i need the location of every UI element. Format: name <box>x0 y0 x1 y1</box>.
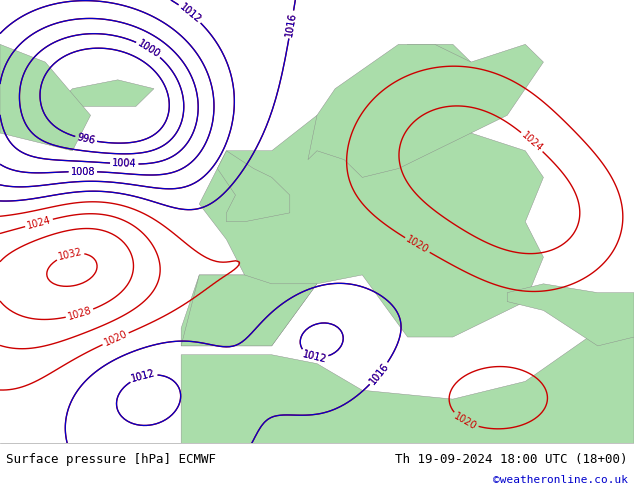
Text: Th 19-09-2024 18:00 UTC (18+00): Th 19-09-2024 18:00 UTC (18+00) <box>395 453 628 466</box>
Text: 1028: 1028 <box>67 305 93 322</box>
Text: 1000: 1000 <box>136 38 162 60</box>
Text: 1000: 1000 <box>136 38 162 60</box>
Text: Surface pressure [hPa] ECMWF: Surface pressure [hPa] ECMWF <box>6 453 216 466</box>
Polygon shape <box>181 275 317 346</box>
Text: 1012: 1012 <box>130 368 157 385</box>
Text: 1016: 1016 <box>284 12 298 37</box>
Polygon shape <box>181 44 543 346</box>
Text: 996: 996 <box>76 132 96 146</box>
Text: 996: 996 <box>76 132 96 146</box>
Text: 1024: 1024 <box>26 215 52 231</box>
Text: 1012: 1012 <box>178 1 203 25</box>
Text: 1012: 1012 <box>178 1 203 25</box>
Text: 1004: 1004 <box>112 158 137 169</box>
Text: 1016: 1016 <box>368 361 391 387</box>
Polygon shape <box>507 284 634 346</box>
Text: 1024: 1024 <box>519 130 545 154</box>
Text: 1008: 1008 <box>70 167 95 176</box>
Text: 1012: 1012 <box>301 349 327 364</box>
Polygon shape <box>0 44 91 151</box>
Text: 1016: 1016 <box>368 361 391 387</box>
Text: 1016: 1016 <box>284 12 298 37</box>
Text: 1020: 1020 <box>452 411 479 432</box>
Text: 1008: 1008 <box>70 167 95 176</box>
Text: 1004: 1004 <box>112 158 137 169</box>
Text: ©weatheronline.co.uk: ©weatheronline.co.uk <box>493 475 628 485</box>
Text: 1020: 1020 <box>102 329 129 348</box>
Polygon shape <box>308 44 543 177</box>
Polygon shape <box>181 328 634 443</box>
Text: 1012: 1012 <box>130 368 157 385</box>
Polygon shape <box>217 151 290 221</box>
Text: 1012: 1012 <box>301 349 327 364</box>
Text: 1020: 1020 <box>404 235 430 256</box>
Text: 1032: 1032 <box>57 247 83 262</box>
Polygon shape <box>55 80 154 106</box>
